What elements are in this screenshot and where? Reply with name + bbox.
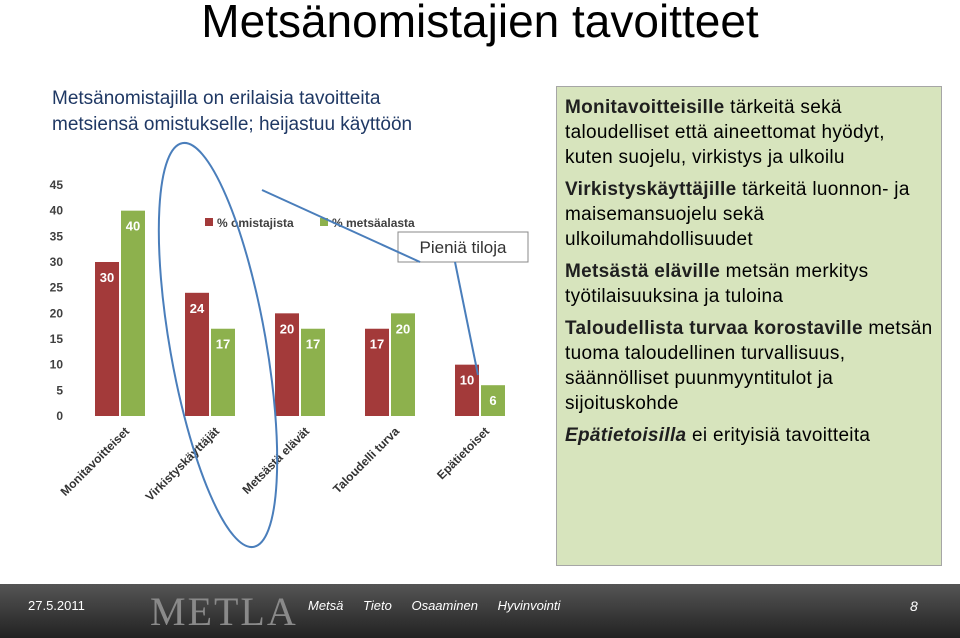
tagline-word: Osaaminen	[411, 598, 478, 613]
goal-paragraph: Taloudellista turvaa korostaville metsän…	[565, 316, 933, 416]
value-label: 40	[126, 219, 140, 234]
goal-text: tärkeitä luonnon- ja maisemansuojelu sek…	[565, 179, 910, 250]
bar	[185, 292, 209, 416]
bar	[391, 313, 415, 416]
x-tick-label: Epätietoiset	[434, 424, 492, 482]
y-tick-label: 0	[56, 409, 63, 423]
value-label: 17	[216, 337, 230, 352]
legend-swatch	[320, 218, 328, 226]
goal-text: ei erityisiä tavoitteita	[692, 425, 871, 446]
goal-group: Metsästä eläville	[565, 261, 721, 282]
legend-swatch	[205, 218, 213, 226]
goal-text: metsän tuoma taloudellinen turvallisuus,…	[565, 318, 933, 414]
value-label: 6	[489, 393, 496, 408]
goal-text: tärkeitä sekä taloudelliset että aineett…	[565, 97, 885, 168]
footer-tagline: Metsä Tieto Osaaminen Hyvinvointi	[308, 598, 560, 613]
goal-paragraph: Monitavoitteisille tärkeitä sekä taloude…	[565, 95, 933, 170]
goal-paragraph: Epätietoisilla ei erityisiä tavoitteita	[565, 423, 933, 448]
y-tick-label: 20	[50, 306, 64, 320]
goals-box: Monitavoitteisille tärkeitä sekä taloude…	[556, 86, 942, 566]
tagline-word: Hyvinvointi	[497, 598, 561, 613]
slide-title: Metsänomistajien tavoitteet	[201, 0, 759, 47]
bar	[275, 313, 299, 416]
legend-label: % metsäalasta	[332, 216, 415, 230]
x-tick-label: Virkistyskäyttäjät	[143, 424, 223, 504]
value-label: 17	[306, 337, 320, 352]
value-label: 20	[396, 321, 410, 336]
tagline-word: Tieto	[363, 598, 392, 613]
value-label: 20	[280, 321, 294, 336]
y-tick-label: 35	[50, 229, 64, 243]
subtitle-line: Metsänomistajilla on erilaisia tavoittei…	[52, 88, 381, 109]
value-label: 24	[190, 301, 205, 316]
bar	[121, 210, 145, 416]
annotation-line	[261, 189, 421, 263]
annotation-box	[397, 231, 529, 263]
y-tick-label: 15	[50, 332, 64, 346]
footer-date: 27.5.2011	[28, 598, 85, 613]
value-label: 17	[370, 337, 384, 352]
y-tick-label: 45	[50, 178, 64, 192]
bar	[455, 364, 479, 416]
goal-group: Monitavoitteisille	[565, 97, 725, 118]
goal-paragraph: Virkistyskäyttäjille tärkeitä luonnon- j…	[565, 177, 933, 252]
legend-label: % omistajista	[217, 216, 294, 230]
tagline-word: Metsä	[308, 598, 344, 613]
footer: 27.5.2011 METLA Metsä Tieto Osaaminen Hy…	[0, 584, 960, 638]
annotation-line	[454, 261, 479, 376]
page-number: 8	[910, 598, 918, 614]
bar	[481, 385, 505, 416]
goal-group: Virkistyskäyttäjille	[565, 179, 737, 200]
bar	[301, 328, 325, 416]
y-tick-label: 5	[56, 383, 63, 397]
y-tick-label: 10	[50, 358, 64, 372]
subtitle: Metsänomistajilla on erilaisia tavoittei…	[52, 86, 412, 138]
y-tick-label: 25	[50, 281, 64, 295]
x-tick-label: Monitavoitteiset	[58, 424, 132, 498]
goal-text: metsän merkitys työtilaisuuksina ja tulo…	[565, 261, 869, 307]
y-tick-label: 40	[50, 204, 64, 218]
bar	[95, 262, 119, 416]
value-label: 30	[100, 270, 114, 285]
subtitle-line: metsiensä omistukselle; heijastuu käyttö…	[52, 114, 413, 135]
goal-paragraph: Metsästä eläville metsän merkitys työtil…	[565, 259, 933, 309]
goal-group: Taloudellista turvaa korostaville	[565, 318, 863, 339]
y-tick-label: 30	[50, 255, 64, 269]
annotation-text: Pieniä tiloja	[420, 238, 507, 257]
bar	[211, 328, 235, 416]
value-label: 10	[460, 373, 474, 388]
x-tick-label: Taloudelli turva	[330, 424, 402, 496]
highlight-ellipse	[157, 141, 279, 549]
chart: 0 5 10 15 20 25 30 35 40 45 % omistajista % metsäal…	[50, 141, 529, 549]
bar	[365, 328, 389, 416]
goal-group: Epätietoisilla	[565, 425, 687, 446]
footer-logo: METLA	[150, 589, 298, 634]
